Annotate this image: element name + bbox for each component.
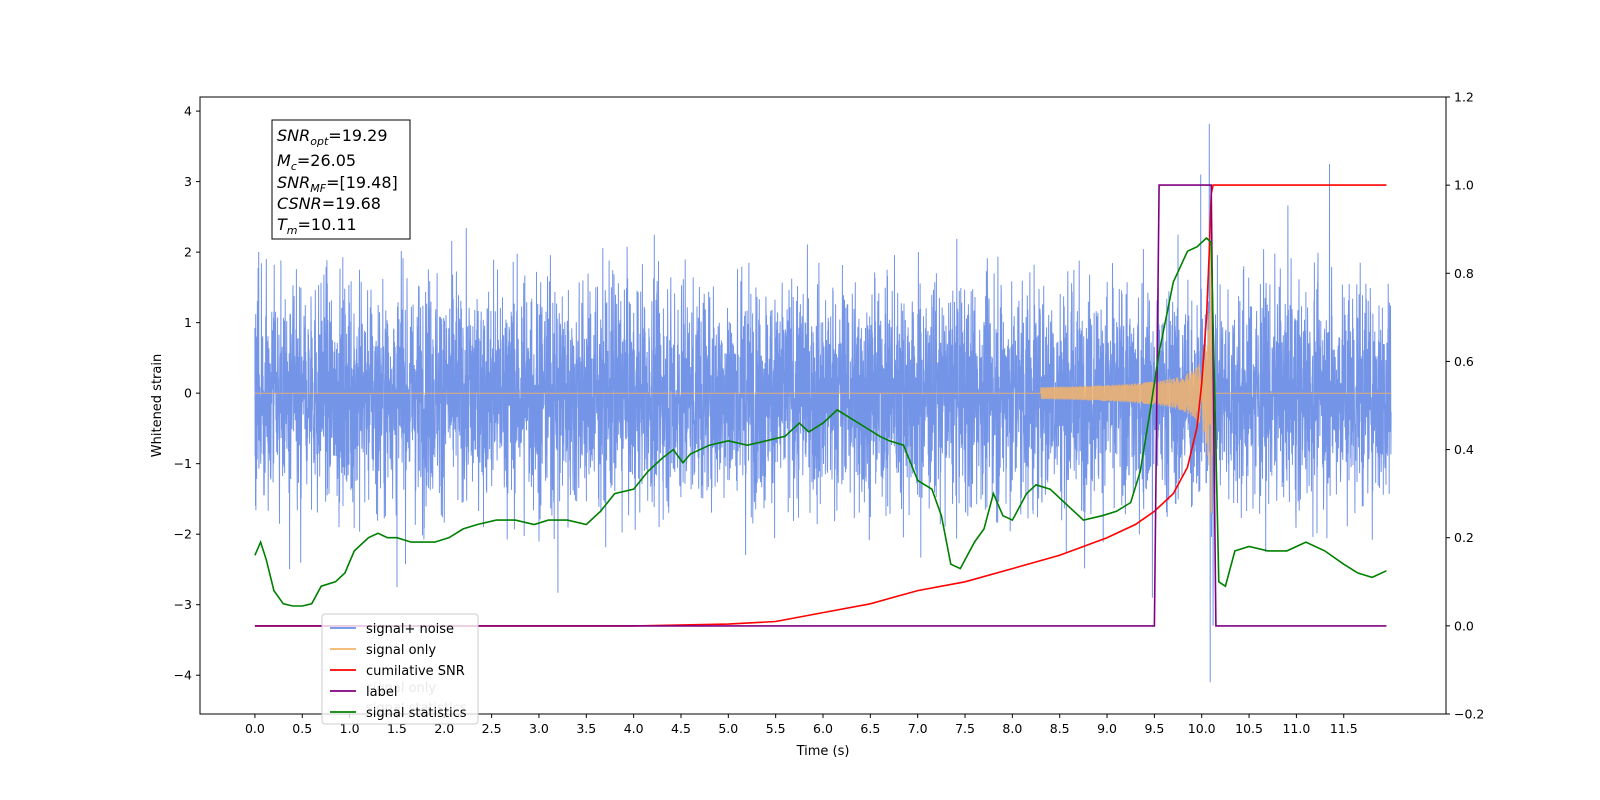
y-axis-label: Whitened strain (150, 354, 165, 457)
x-tick-label: 3.0 (529, 721, 549, 736)
y2-tick-label: 1.2 (1454, 90, 1474, 105)
x-tick-label: 10.0 (1188, 721, 1216, 736)
y-tick-label: 1 (184, 315, 192, 330)
legend-hidden-label: signal only (366, 681, 436, 696)
x-tick-label: 1.5 (387, 721, 407, 736)
info-snr-mf-value: =[19.48] (326, 173, 398, 192)
legend-label: cumilative SNR (366, 664, 465, 679)
info-tm-value: =10.11 (298, 215, 357, 234)
info-tm: Tm=10.11 (277, 215, 357, 237)
x-tick-label: 8.5 (1050, 721, 1070, 736)
x-tick-label: 6.5 (860, 721, 880, 736)
info-csnr-value: =19.68 (322, 194, 381, 213)
x-tick-label: 3.5 (576, 721, 596, 736)
y-tick-label: −4 (174, 668, 192, 683)
info-csnr: CSNR=19.68 (277, 194, 381, 213)
x-axis-ticks: 0.0 0.5 1.0 1.5 2.0 2.5 3.0 3.5 4.0 4.5 5.0 5.5 6.0 6… (245, 714, 1358, 736)
x-tick-label: 0.0 (245, 721, 265, 736)
x-tick-label: 9.5 (1144, 721, 1164, 736)
x-tick-label: 7.5 (955, 721, 975, 736)
y-tick-label: 3 (184, 174, 192, 189)
x-tick-label: 9.0 (1097, 721, 1117, 736)
x-tick-label: 4.0 (624, 721, 644, 736)
legend-label: signal only (366, 643, 436, 658)
y2-tick-label: 0.2 (1454, 530, 1474, 545)
series-cumilative-snr-line (254, 184, 1387, 627)
y-tick-label: −2 (174, 527, 192, 542)
plot-area (254, 123, 1392, 683)
y-tick-label: −1 (174, 456, 192, 471)
info-snr-mf-base: SNR (277, 173, 310, 192)
legend-hidden-entries: signal only signal statistics (366, 681, 467, 716)
info-tm-base: T (277, 215, 288, 234)
legend-hidden-label: signal statistics (366, 701, 467, 716)
info-mc-sub: c (291, 160, 297, 173)
info-snr-opt-sub: opt (310, 135, 329, 148)
y2-tick-label: −0.2 (1454, 707, 1484, 722)
x-tick-label: 8.0 (1002, 721, 1022, 736)
info-mc-value: =26.05 (297, 151, 356, 170)
info-snr-opt-base: SNR (277, 126, 310, 145)
legend-label: signal+ noise (366, 622, 454, 637)
info-mc-base: M (277, 151, 291, 170)
y2-tick-label: 1.0 (1454, 178, 1474, 193)
legend: signal only signal statistics signal+ noi… (321, 613, 479, 725)
x-tick-label: 1.0 (340, 721, 360, 736)
y2-axis-ticks: 1.2 1.0 0.8 0.6 0.4 0.2 0.0 −0.2 (1446, 90, 1484, 722)
y-tick-label: 2 (184, 245, 192, 260)
legend-entries: signal+ noise signal only cumilative SNR la… (330, 622, 467, 721)
y2-tick-label: 0.6 (1454, 354, 1474, 369)
x-tick-label: 6.0 (813, 721, 833, 736)
legend-label: signal statistics (366, 706, 467, 721)
series-signal-noise-line (254, 123, 1392, 683)
info-box: SNRopt=19.29 Mc=26.05 SNRMF=[19.48] CSNR… (271, 119, 411, 240)
x-tick-label: 0.5 (292, 721, 312, 736)
x-tick-label: 5.5 (766, 721, 786, 736)
x-tick-label: 11.5 (1330, 721, 1358, 736)
y2-tick-label: 0.8 (1454, 266, 1474, 281)
y2-tick-label: 0.0 (1454, 618, 1474, 633)
series-signal-only-line (254, 249, 1392, 514)
y-tick-label: 4 (184, 104, 192, 119)
series-signal-statistics-line (254, 236, 1387, 607)
x-tick-label: 11.0 (1282, 721, 1310, 736)
y-tick-label: −3 (174, 597, 192, 612)
x-tick-label: 5.0 (718, 721, 738, 736)
info-snr-opt: SNRopt=19.29 (277, 126, 388, 148)
x-tick-label: 2.5 (482, 721, 502, 736)
info-snr-mf-sub: MF (310, 182, 326, 195)
x-axis-label: Time (s) (796, 744, 850, 759)
legend-label: label (366, 685, 397, 700)
info-csnr-base: CSNR (277, 194, 322, 213)
info-box-frame (271, 119, 411, 240)
info-snr-mf: SNRMF=[19.48] (277, 173, 398, 195)
y-axis-ticks: 4 3 2 1 0 −1 −2 −3 −4 (174, 104, 200, 683)
info-tm-sub: m (287, 224, 298, 237)
x-tick-label: 2.0 (434, 721, 454, 736)
x-tick-label: 7.0 (908, 721, 928, 736)
legend-frame (321, 613, 479, 725)
y2-tick-label: 0.4 (1454, 442, 1474, 457)
series-label-line (254, 184, 1387, 627)
x-tick-label: 10.5 (1235, 721, 1263, 736)
axes-frame (199, 96, 1447, 715)
info-mc: Mc=26.05 (277, 151, 356, 173)
x-tick-label: 4.5 (671, 721, 691, 736)
info-snr-opt-value: =19.29 (328, 126, 387, 145)
y-tick-label: 0 (184, 386, 192, 401)
